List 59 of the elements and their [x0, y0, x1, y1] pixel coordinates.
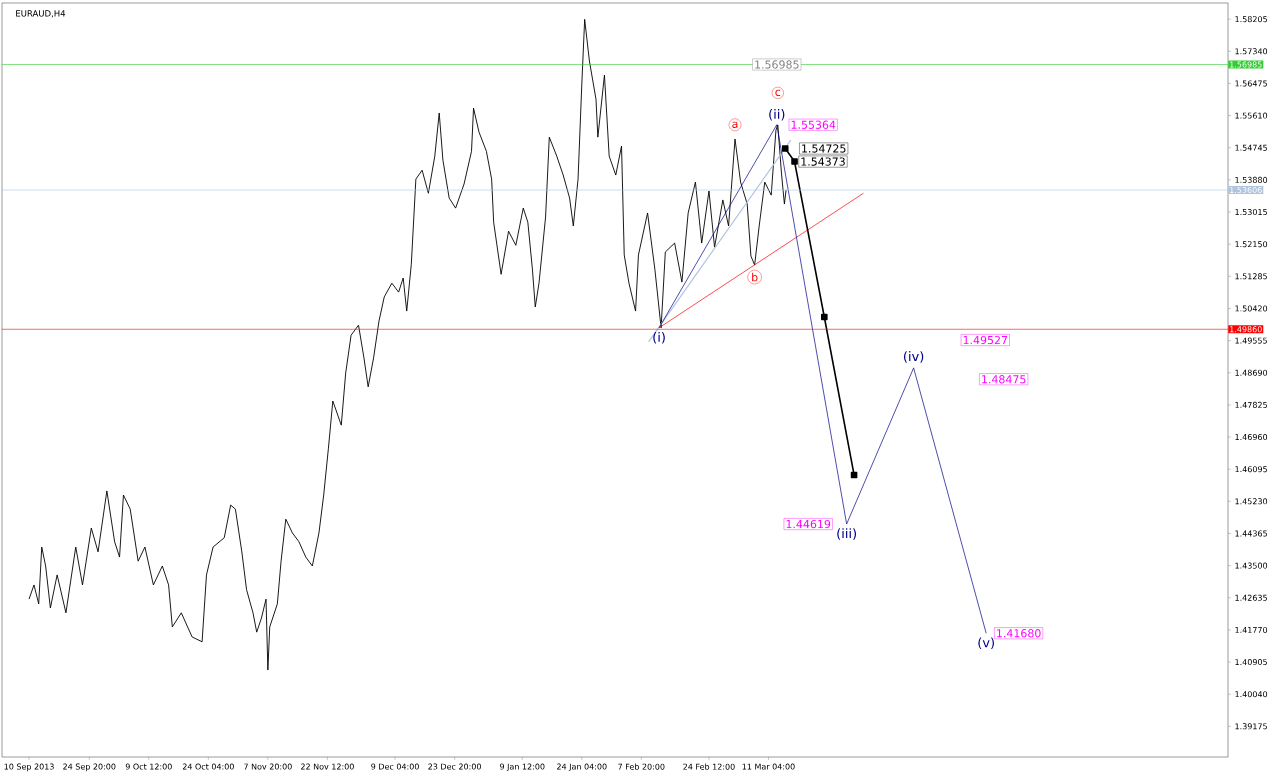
annotation: 1.55364 [791, 120, 836, 129]
y-tick-label: 1.52150 [1235, 241, 1268, 248]
x-tick-label: 24 Oct 04:00 [182, 763, 234, 770]
x-tick-label: 9 Jan 12:00 [499, 763, 545, 772]
y-tick-label: 1.53880 [1235, 176, 1268, 183]
x-tick-label: 9 Oct 12:00 [125, 763, 172, 770]
annotation: b [752, 272, 758, 282]
y-tick-label: 1.40905 [1235, 659, 1267, 666]
y-tick-label: 1.54745 [1235, 144, 1267, 151]
annotation: (iii) [837, 528, 857, 540]
y-tick-label: 1.48690 [1235, 369, 1268, 376]
y-tick-label: 1.55610 [1235, 112, 1268, 119]
x-tick-label: 24 Feb 12:00 [683, 763, 735, 770]
y-tick-label: 1.39175 [1235, 723, 1267, 730]
y-tick-label: 1.42635 [1235, 594, 1267, 601]
ref-line-label: 1.49860 [1230, 326, 1262, 333]
annotation: 1.41680 [997, 629, 1041, 638]
x-tick-label: 24 Sep 20:00 [63, 763, 116, 772]
point [821, 313, 828, 321]
y-tick-label: 1.56475 [1235, 80, 1267, 87]
point [781, 145, 789, 152]
y-tick-label: 1.57340 [1235, 48, 1268, 55]
y-tick-label: 1.46095 [1235, 466, 1267, 473]
ref-line-label: 1.56985 [1230, 61, 1262, 68]
x-tick-label: 22 Nov 12:00 [301, 763, 354, 770]
x-tick-label: 24 Jan 04:00 [557, 763, 607, 772]
annotation: c [775, 89, 781, 97]
x-tick-label: 9 Dec 04:00 [371, 763, 419, 770]
y-tick-label: 1.47825 [1235, 401, 1267, 408]
annotation: (v) [978, 637, 994, 650]
y-tick-label: 1.44365 [1235, 530, 1267, 537]
y-tick-label: 1.46960 [1235, 434, 1268, 441]
y-tick-label: 1.43500 [1235, 562, 1268, 569]
y-tick-label: 1.45230 [1235, 498, 1268, 505]
annotation: (i) [653, 331, 665, 344]
ref-line-label: 1.53606 [1230, 187, 1262, 194]
annotation: 1.48475 [982, 375, 1026, 384]
annotation: 1.54725 [802, 144, 846, 153]
text: EURAUD,H4 [16, 10, 66, 18]
x-tick-label: 7 Nov 20:00 [244, 763, 292, 770]
annotation: (ii) [769, 108, 785, 121]
annotation: 1.54373 [801, 157, 845, 166]
y-tick-label: 1.53015 [1235, 209, 1267, 216]
x-tick-label: 11 Mar 04:00 [742, 763, 795, 770]
annotation: 1.44619 [786, 519, 831, 529]
y-tick-label: 1.41770 [1235, 626, 1268, 633]
y-tick-label: 1.40040 [1235, 691, 1268, 698]
x-tick-label: 23 Dec 20:00 [428, 763, 481, 770]
y-tick-label: 1.51285 [1235, 273, 1267, 280]
x-tick-label: 7 Feb 20:00 [618, 763, 665, 770]
annotation: 1.56985 [755, 60, 799, 69]
y-tick-label: 1.58205 [1235, 16, 1267, 23]
annotation: (iv) [904, 351, 924, 363]
y-tick-label: 1.50420 [1235, 305, 1268, 312]
annotation: a [732, 121, 738, 128]
y-tick-label: 1.49555 [1235, 337, 1267, 344]
x-tick-label: 10 Sep 2013 [4, 763, 54, 772]
point [791, 158, 798, 165]
annotation: 1.49527 [963, 335, 1008, 345]
